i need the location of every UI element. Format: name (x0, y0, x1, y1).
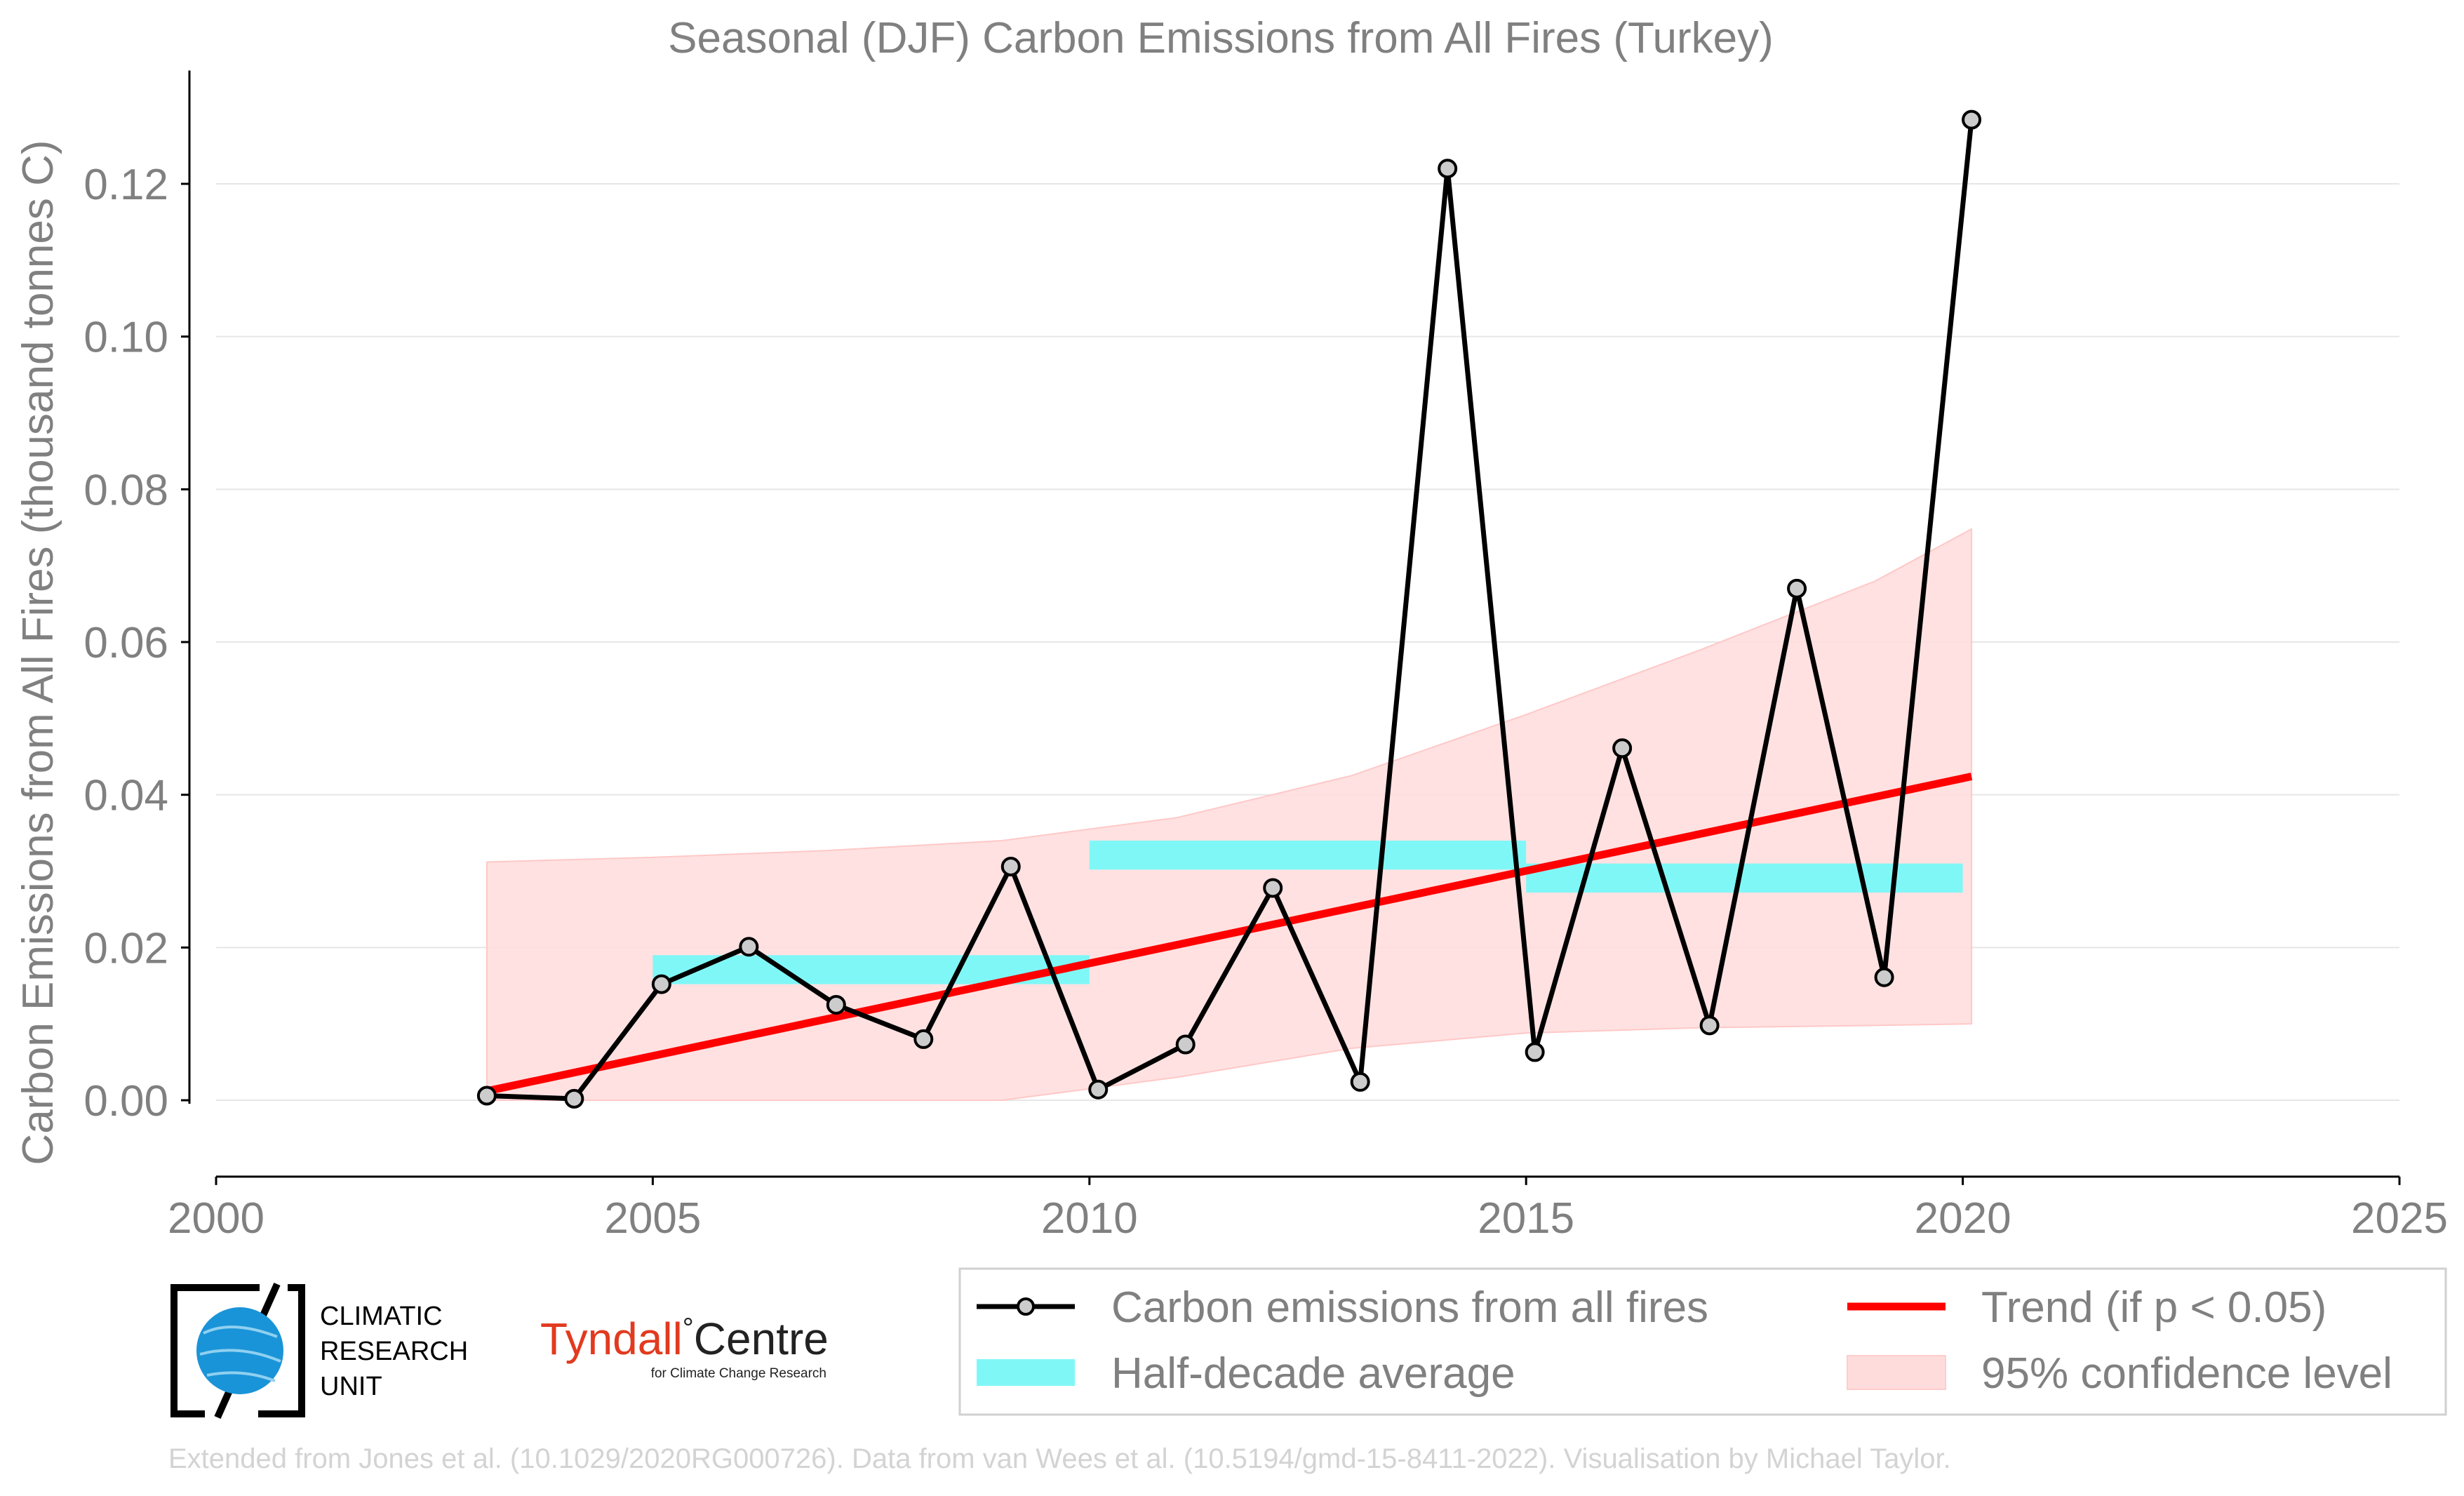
globe-icon-swirl (199, 1325, 281, 1382)
y-tick-label-0: 0.00 (83, 1077, 168, 1126)
axes (188, 70, 2399, 1178)
y-tick-label-4: 0.08 (83, 466, 168, 514)
emissions-point-2008 (913, 1029, 934, 1049)
legend: Carbon emissions from all fires Trend (i… (958, 1267, 2447, 1416)
x-tick-label-0: 2000 (168, 1194, 265, 1243)
tyndall-degree: ° (683, 1313, 694, 1344)
legend-frame (958, 1267, 2447, 1416)
tyndall-name: Tyndall°Centre (540, 1313, 829, 1364)
emissions-line (486, 119, 1974, 1102)
x-tick-label-1: 2005 (604, 1194, 701, 1243)
cru-line-3: UNIT (320, 1372, 382, 1401)
legend-item-trend: Trend (if p < 0.05) (1847, 1283, 2326, 1332)
emissions-point-2016 (1612, 738, 1633, 759)
y-tick-label-3: 0.06 (83, 619, 168, 667)
emissions-point-2007 (826, 994, 846, 1015)
emissions-line-layer (476, 109, 1982, 1109)
y-tick-label-6: 0.12 (83, 161, 168, 209)
emissions-point-2014 (1438, 159, 1458, 179)
emissions-point-2017 (1699, 1015, 1720, 1036)
emissions-point-2013 (1350, 1071, 1370, 1092)
trend-layer (486, 773, 1973, 1095)
cru-line-2: RESEARCH (320, 1337, 468, 1366)
legend-label-confidence: 95% confidence level (1981, 1349, 2392, 1398)
legend-label-half-decade: Half-decade average (1111, 1349, 1515, 1398)
legend-item-half-decade: Half-decade average (977, 1349, 1515, 1398)
half-decade-bar-1 (1089, 840, 1527, 870)
trend-line (486, 773, 1973, 1095)
legend-label-emissions: Carbon emissions from all fires (1111, 1283, 1708, 1332)
legend-item-confidence: 95% confidence level (1847, 1349, 2392, 1398)
emissions-point-2018 (1787, 578, 1807, 599)
tyndall-name-red: Tyndall (540, 1314, 683, 1364)
tick-labels: 2000 2005 2010 2015 2020 2025 0.00 0.02 0.04 0.06… (83, 161, 2448, 1243)
emissions-point-2004 (564, 1088, 584, 1109)
half-decade-bar-2 (1526, 863, 1963, 893)
cru-line-1: CLIMATIC (320, 1302, 443, 1331)
emissions-point-2005 (651, 974, 671, 994)
chart-title: Seasonal (DJF) Carbon Emissions from All… (668, 14, 1774, 62)
cru-logo: CLIMATIC RESEARCH UNIT (170, 1282, 468, 1420)
x-tick-label-5: 2025 (2351, 1194, 2448, 1243)
legend-item-emissions: Carbon emissions from all fires (977, 1283, 1708, 1332)
x-tick-label-4: 2020 (1915, 1194, 2011, 1243)
tyndall-subtitle: for Climate Change Research (651, 1366, 826, 1381)
emissions-point-2019 (1874, 967, 1894, 987)
y-tick-label-1: 0.02 (83, 924, 168, 973)
legend-marker-swatch (1017, 1297, 1035, 1316)
confidence-band-layer (486, 528, 1973, 1101)
emissions-point-2020 (1962, 109, 1982, 130)
tyndall-centre: Centre (694, 1314, 829, 1364)
y-tick-label-5: 0.10 (83, 314, 168, 362)
emissions-point-2015 (1525, 1042, 1545, 1062)
emissions-point-2012 (1263, 878, 1283, 898)
tyndall-logo: Tyndall°Centre for Climate Change Resear… (540, 1313, 829, 1381)
credit-line: Extended from Jones et al. (10.1029/2020… (168, 1443, 1951, 1474)
emissions-point-2011 (1175, 1034, 1196, 1055)
legend-confidence-swatch (1847, 1355, 1946, 1390)
emissions-point-2009 (1000, 856, 1021, 876)
y-tick-label-2: 0.04 (83, 772, 168, 820)
x-tick-label-2: 2010 (1041, 1194, 1138, 1243)
confidence-band (486, 528, 1973, 1101)
legend-half-decade-swatch (977, 1359, 1075, 1386)
emissions-point-2010 (1088, 1079, 1109, 1100)
cru-logo-frame (170, 1284, 305, 1417)
x-tick-label-3: 2015 (1478, 1194, 1574, 1243)
emissions-point-2003 (476, 1086, 497, 1106)
y-axis-label: Carbon Emissions from All Fires (thousan… (14, 140, 62, 1165)
emissions-point-2006 (739, 937, 759, 957)
legend-label-trend: Trend (if p < 0.05) (1981, 1283, 2326, 1332)
